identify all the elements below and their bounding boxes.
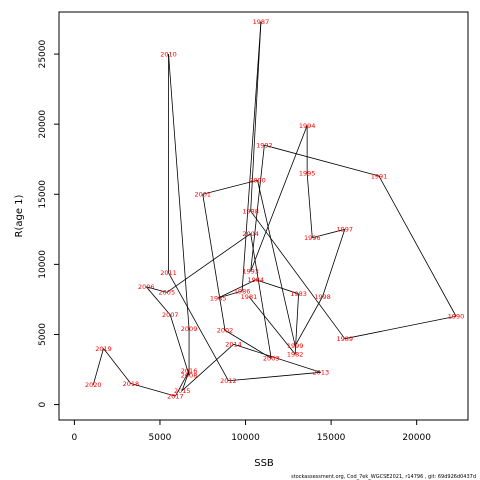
point-label-2020: 2020	[85, 381, 102, 389]
point-label-1994: 1994	[299, 122, 316, 130]
point-label-1985: 1985	[210, 294, 227, 302]
point-label-2010: 2010	[160, 50, 177, 58]
segment-1996-1997	[312, 228, 345, 239]
point-label-2013: 2013	[313, 369, 330, 377]
segment-1992-1993	[250, 145, 265, 272]
point-label-1990: 1990	[448, 313, 465, 321]
x-tick-label: 15000	[317, 433, 346, 443]
point-label-1999: 1999	[287, 342, 304, 350]
segment-1986-1987	[241, 21, 262, 292]
point-label-1997: 1997	[337, 226, 354, 234]
point-label-2009: 2009	[181, 325, 198, 333]
y-tick-label: 10000	[38, 250, 48, 279]
x-tick-label: 5000	[149, 433, 172, 443]
segment-1981-1982	[248, 296, 296, 355]
segment-2009-2010	[168, 54, 190, 329]
x-tick-label: 0	[72, 433, 78, 443]
point-label-2001: 2001	[194, 191, 211, 199]
x-axis: 0 5000 10000 15000 20000	[72, 420, 431, 443]
y-tick-label: 25000	[38, 39, 48, 68]
segment-1998-1999	[294, 296, 323, 346]
segment-2017-2018	[130, 383, 176, 397]
segment-2001-2002	[202, 194, 226, 331]
segment-2011-2012	[168, 272, 229, 381]
segment-1995-1996	[306, 173, 313, 238]
segment-2019-2020	[92, 348, 104, 386]
segment-2003-2004	[250, 233, 272, 359]
point-label-1984: 1984	[248, 276, 265, 284]
point-label-1991: 1991	[371, 172, 388, 180]
segment-1991-1992	[264, 144, 380, 177]
x-axis-title: SSB	[254, 458, 274, 469]
point-label-1998: 1998	[314, 293, 331, 301]
segment-1993-1994	[250, 125, 308, 272]
point-label-2008: 2008	[181, 371, 198, 379]
x-tick-label: 20000	[402, 433, 431, 443]
segment-2004-2005	[166, 233, 251, 293]
y-tick-label: 15000	[38, 180, 48, 209]
point-label-1987: 1987	[253, 18, 270, 26]
point-label-2012: 2012	[220, 377, 237, 385]
segment-2015-2016	[181, 370, 190, 391]
point-label-1989: 1989	[337, 335, 354, 343]
point-label-1981: 1981	[241, 293, 258, 301]
point-label-1996: 1996	[304, 234, 321, 242]
point-label-1992: 1992	[256, 141, 273, 149]
segment-1984-1985	[217, 279, 256, 299]
point-label-1983: 1983	[290, 290, 307, 298]
x-tick-label: 10000	[231, 433, 260, 443]
point-label-2017: 2017	[167, 392, 184, 400]
segment-1983-1984	[255, 279, 299, 295]
series-path	[92, 21, 457, 397]
segment-1990-1991	[378, 175, 457, 317]
segment-2013-2014	[233, 343, 321, 373]
segment-2018-2019	[103, 348, 132, 384]
y-tick-label: 0	[38, 401, 48, 407]
segment-2000-2001	[202, 179, 258, 195]
y-axis: 0 5000 10000 15000 20000 25000	[38, 39, 59, 407]
year-labels: 1981 1982 1983 1984 1985 1986 1987 1988 1989 1990…	[85, 18, 464, 400]
segment-1989-1990	[344, 315, 457, 340]
segment-1997-1998	[322, 229, 346, 297]
segment-2007-2008	[169, 314, 190, 376]
segment-2014-2015	[181, 343, 234, 391]
segment-1999-2000	[257, 180, 296, 346]
point-label-1988: 1988	[242, 207, 259, 215]
segment-1985-1986	[218, 290, 243, 299]
point-label-2004: 2004	[242, 230, 259, 238]
point-label-2006: 2006	[138, 283, 155, 291]
footer-text: stockassessment.org, Cod_7ek_WGCSE2021, …	[291, 474, 476, 480]
point-label-2003: 2003	[263, 355, 280, 363]
plot-frame	[58, 11, 469, 421]
point-label-2019: 2019	[95, 345, 112, 353]
point-label-1986: 1986	[234, 287, 251, 295]
point-label-2018: 2018	[123, 380, 140, 388]
point-label-2016: 2016	[181, 367, 198, 375]
y-axis-title: R(age 1)	[14, 194, 25, 237]
point-label-2014: 2014	[225, 341, 242, 349]
point-label-1993: 1993	[242, 268, 259, 276]
segment-1988-1989	[250, 210, 346, 339]
y-tick-label: 5000	[38, 323, 48, 346]
point-label-2002: 2002	[217, 327, 234, 335]
segment-1987-1988	[250, 21, 262, 212]
point-label-2005: 2005	[159, 289, 176, 297]
point-label-2000: 2000	[249, 177, 266, 185]
point-label-1982: 1982	[287, 350, 304, 358]
y-tick-label: 20000	[38, 110, 48, 139]
point-label-2011: 2011	[160, 269, 177, 277]
point-label-2007: 2007	[162, 311, 179, 319]
segment-2012-2013	[228, 371, 321, 382]
segment-2006-2007	[145, 286, 171, 316]
point-label-1995: 1995	[299, 170, 316, 178]
segment-2016-2017	[175, 370, 190, 397]
point-label-2015: 2015	[174, 387, 191, 395]
segment-2005-2006	[146, 286, 167, 293]
